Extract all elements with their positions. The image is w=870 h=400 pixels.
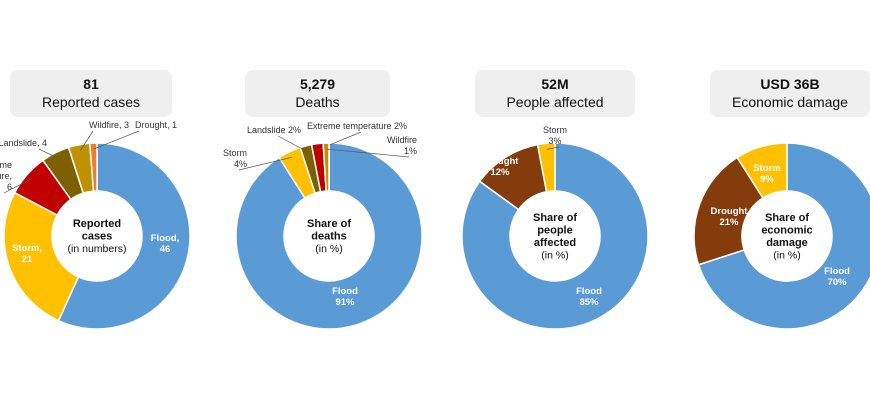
header-people-affected: 52M People affected [475, 70, 635, 117]
leader-line [326, 148, 410, 158]
header-value: 81 [83, 76, 99, 92]
leader-line [238, 156, 293, 171]
data-label: Landslide 2% [247, 125, 301, 135]
header-deaths: 5,279 Deaths [245, 70, 390, 117]
data-label: Drought 21% [711, 206, 749, 228]
center-title: Share of [307, 218, 351, 230]
data-label: Flood 85% [576, 286, 602, 308]
slice-drought [88, 142, 98, 192]
data-label: Storm 4% [223, 148, 247, 169]
leader-line [79, 130, 94, 151]
slice-flood [235, 142, 423, 330]
leader-line [546, 146, 560, 150]
center-title: Share of [765, 212, 809, 224]
data-label: Storm 9% [753, 163, 780, 185]
slice-flood [461, 142, 649, 330]
center-title: people [537, 225, 572, 237]
slice-storm [536, 142, 556, 193]
data-label: Flood 70% [824, 266, 850, 288]
header-label: Economic damage [732, 94, 848, 110]
data-label: Landslide, 4 [0, 138, 47, 148]
data-label: Storm 3% [543, 125, 567, 146]
center-title: Share of [533, 212, 577, 224]
data-label: Extreme temperature 2% [307, 121, 407, 131]
leader-line [277, 135, 308, 153]
header-value: USD 36B [760, 76, 820, 92]
header-value: 52M [541, 76, 569, 92]
leader-line [3, 178, 32, 194]
leader-line [38, 148, 59, 159]
data-label: Storm, 21 [12, 243, 42, 265]
header-economic-damage: USD 36B Economic damage [710, 70, 870, 117]
center-title: damage [766, 237, 808, 249]
center-title: cases [82, 231, 113, 243]
data-label: Drought 12% [482, 156, 520, 178]
slice-storm [736, 142, 788, 200]
center-title: economic [761, 225, 812, 237]
data-label: Flood, 46 [151, 233, 180, 255]
slice-drought [693, 156, 764, 266]
center-title: deaths [311, 231, 346, 243]
header-value: 5,279 [299, 76, 336, 92]
header-reported-cases: 81 Reported cases [10, 70, 172, 117]
header-label: Deaths [295, 94, 340, 110]
center-title: affected [534, 237, 576, 249]
header-label: People affected [506, 94, 604, 110]
center-subtitle: (in %) [315, 243, 342, 255]
center-subtitle: (in %) [541, 250, 568, 262]
leader-line [93, 130, 140, 150]
slice-wildfire [322, 142, 330, 192]
data-label: Wildfire, 3 [89, 120, 129, 130]
header-label: Reported cases [41, 94, 141, 110]
center-subtitle: (in %) [773, 250, 800, 262]
center-title: Reported [73, 218, 121, 230]
data-label: Wildfire 1% [387, 135, 417, 156]
center-subtitle: (in numbers) [68, 243, 127, 255]
data-label: Flood 91% [332, 286, 358, 308]
data-label: Drought, 1 [135, 120, 177, 130]
slice-flood [57, 142, 191, 330]
slice-flood [697, 142, 870, 330]
slice-storm [3, 191, 80, 322]
